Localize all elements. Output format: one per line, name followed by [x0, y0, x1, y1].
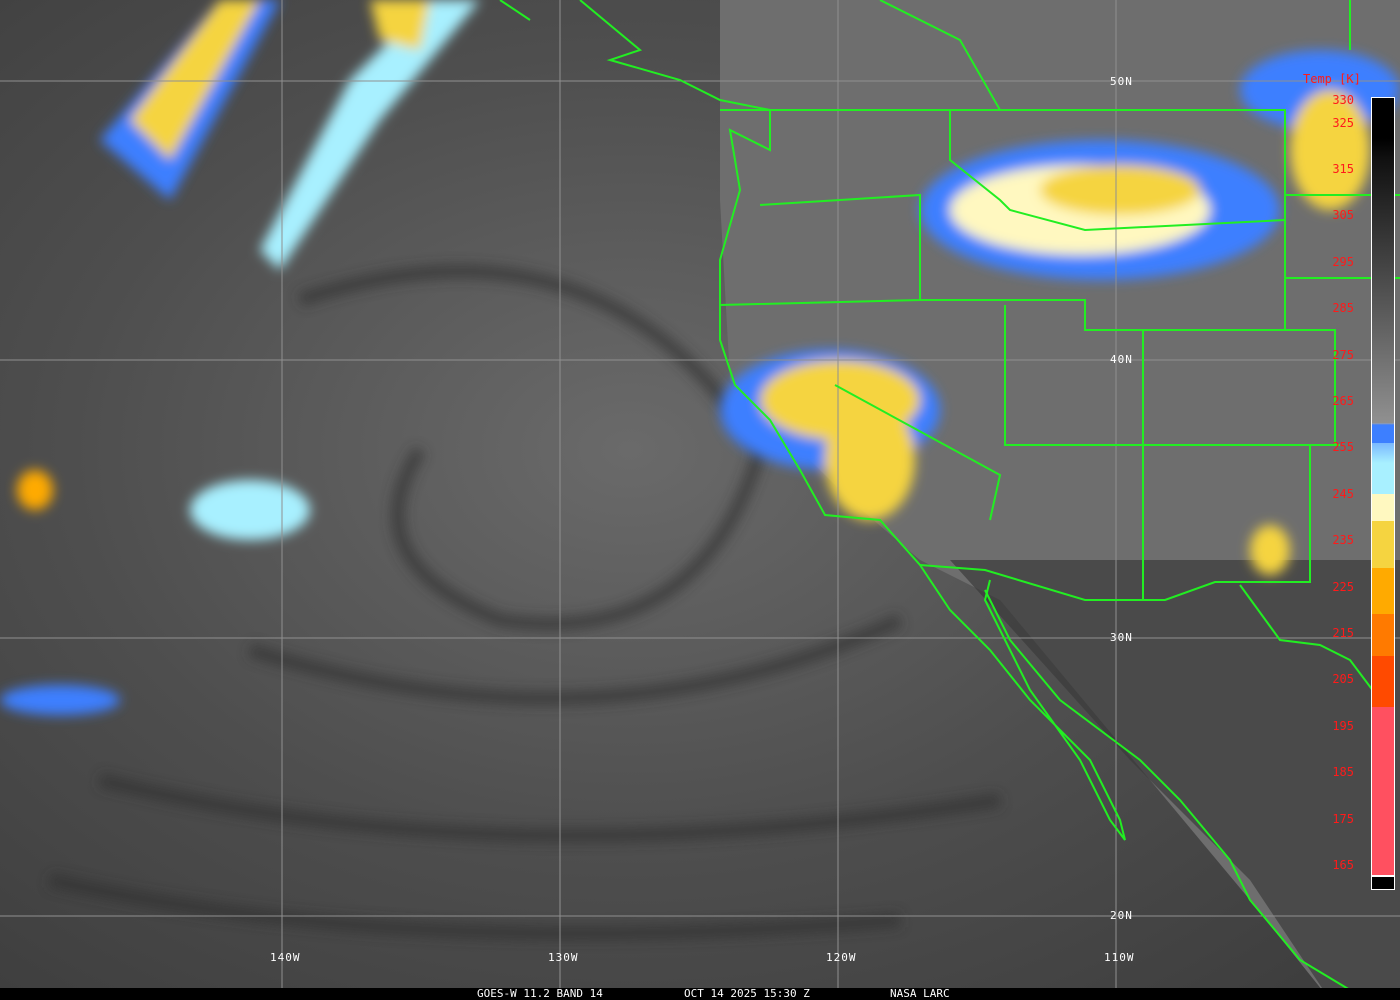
colorbar-tick-label: 265 [1332, 394, 1354, 408]
colorbar-tick-label: 165 [1332, 858, 1354, 872]
colorbar-tick-label: 295 [1332, 255, 1354, 269]
low-cloud-swirl [48, 264, 1002, 941]
caption-source: NASA LARC [890, 987, 950, 1000]
cloud-tops [0, 0, 1400, 715]
lon-label-120w: 120W [826, 951, 857, 964]
colorbar-title: Temp [K] [1303, 72, 1361, 86]
colorbar-tick-label: 305 [1332, 208, 1354, 222]
colorbar-tick-label: 185 [1332, 765, 1354, 779]
lon-label-140w: 140W [270, 951, 301, 964]
lat-label-50n: 50N [1110, 75, 1133, 88]
colorbar-tick-label: 285 [1332, 301, 1354, 315]
lon-label-110w: 110W [1104, 951, 1135, 964]
caption-bar: GOES-W 11.2 BAND 14 OCT 14 2025 15:30 Z NA… [0, 988, 1400, 1000]
colorbar-tick-label: 325 [1332, 116, 1354, 130]
colorbar-tick-label: 175 [1332, 812, 1354, 826]
caption-satellite: GOES-W 11.2 BAND 14 [477, 987, 603, 1000]
colorbar [1371, 97, 1395, 890]
colorbar-tick-label: 255 [1332, 440, 1354, 454]
colorbar-tick-label: 275 [1332, 348, 1354, 362]
colorbar-tick-label: 315 [1332, 162, 1354, 176]
caption-datetime: OCT 14 2025 15:30 Z [684, 987, 810, 1000]
lat-label-30n: 30N [1110, 631, 1133, 644]
colorbar-tick-label: 330 [1332, 93, 1354, 107]
colorbar-tick-label: 205 [1332, 672, 1354, 686]
colorbar-tick-label: 195 [1332, 719, 1354, 733]
lat-label-40n: 40N [1110, 353, 1133, 366]
lon-label-130w: 130W [548, 951, 579, 964]
colorbar-tick-label: 215 [1332, 626, 1354, 640]
colorbar-tick-label: 245 [1332, 487, 1354, 501]
colorbar-tick-label: 235 [1332, 533, 1354, 547]
colorbar-tick-label: 225 [1332, 580, 1354, 594]
coastlines-borders [499, 0, 1400, 991]
lat-label-20n: 20N [1110, 909, 1133, 922]
